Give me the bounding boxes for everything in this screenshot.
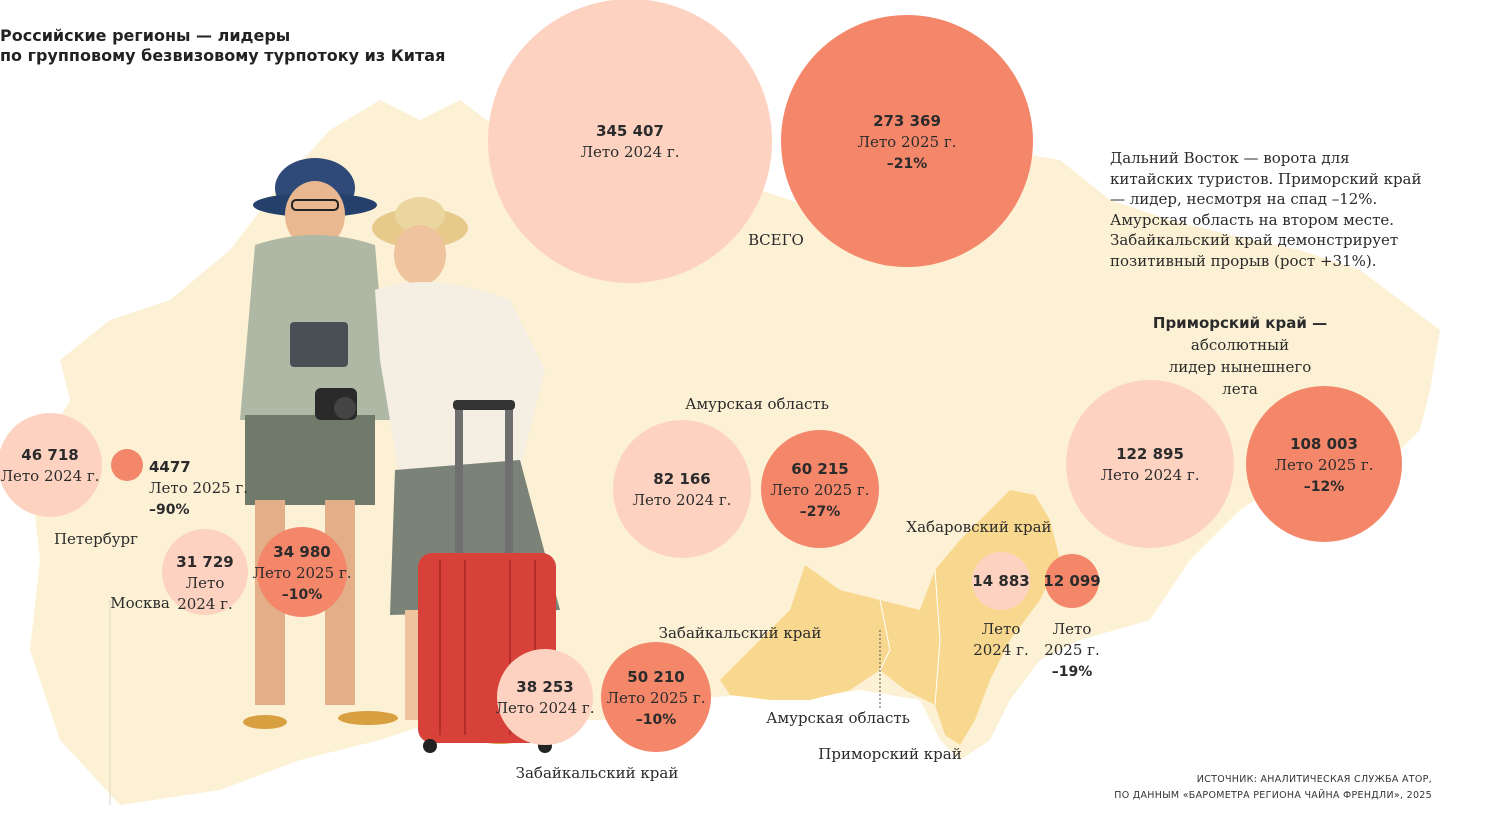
title-line-1: Российские регионы — лидеры (0, 26, 291, 45)
total-change: –21% (887, 156, 928, 172)
tourists-illustration (240, 158, 560, 753)
amur-value-2025: 60 215 (791, 460, 848, 478)
annotation-text: Дальний Восток — ворота для китайских ту… (1110, 149, 1422, 270)
source-line-1: Источник: Аналитическая служба АТОР, (1196, 774, 1432, 785)
zab-bubble-2024 (497, 649, 593, 745)
zab-value-2024: 38 253 (516, 678, 573, 696)
khab-series-label-2024-b: 2024 г. (973, 641, 1029, 659)
label-msk: Москва (110, 594, 170, 612)
source-note: Источник: Аналитическая служба АТОР, по … (1114, 772, 1432, 804)
label-amur: Амурская область (685, 395, 829, 413)
map-label-amurskaya: Амурская область (766, 709, 910, 727)
msk-series-label-2025: Лето 2025 г. (252, 564, 351, 582)
amur-change: –27% (800, 504, 841, 520)
spb-series-label-2025: Лето 2025 г. (149, 479, 248, 497)
zab-change: –10% (636, 712, 677, 728)
khab-bubble-2024 (972, 552, 1030, 610)
khab-series-label-2024-a: Лето (982, 620, 1021, 638)
label-zab: Забайкальский край (516, 764, 679, 782)
msk-value-2024: 31 729 (176, 553, 233, 571)
amur-value-2024: 82 166 (653, 470, 710, 488)
khab-series-label-2025-a: Лето (1053, 620, 1092, 638)
msk-value-2025: 34 980 (273, 543, 330, 561)
amur-series-label-2024: Лето 2024 г. (632, 491, 731, 509)
khab-series-label-2025-b: 2025 г. (1044, 641, 1100, 659)
amur-series-label-2025: Лето 2025 г. (770, 481, 869, 499)
msk-series-label-2024-a: Лето (186, 574, 225, 592)
prim-value-2024: 122 895 (1116, 445, 1184, 463)
title-line-2: по групповому безвизовому турпотоку из К… (0, 46, 446, 65)
spb-bubble-2024 (0, 413, 102, 517)
msk-change: –10% (282, 587, 323, 603)
khab-value-2025: 12 099 (1043, 572, 1100, 590)
prim-bubble-2025 (1246, 386, 1402, 542)
bubbles-layer: 345 407 Лето 2024 г. 273 369 Лето 2025 г. –2… (0, 0, 1402, 752)
spb-bubble-2025 (111, 449, 143, 481)
spb-value-2025: 4477 (149, 458, 191, 476)
spb-change: –90% (149, 502, 190, 518)
total-bubble-2024 (488, 0, 772, 283)
total-value-2024: 345 407 (596, 122, 664, 140)
zab-bubble-2025 (601, 642, 711, 752)
leader-rest: абсолютный лидер нынешнего лета (1168, 336, 1312, 398)
khab-bubble-2025 (1045, 554, 1099, 608)
label-spb: Петербург (54, 530, 138, 548)
source-line-2: по данным «Барометра региона Чайна Френд… (1114, 790, 1432, 801)
leader-bold: Приморский край — (1152, 314, 1328, 332)
msk-bubble-2024 (162, 529, 248, 615)
map-label-zabaikalsky: Забайкальский край (659, 624, 822, 642)
total-series-label-2024: Лето 2024 г. (580, 143, 679, 161)
label-total: ВСЕГО (748, 231, 804, 249)
total-value-2025: 273 369 (873, 112, 941, 130)
khab-change: –19% (1052, 664, 1093, 680)
prim-bubble-2024 (1066, 380, 1234, 548)
total-series-label-2025: Лето 2025 г. (857, 133, 956, 151)
msk-series-label-2024-b: 2024 г. (177, 595, 233, 613)
prim-series-label-2024: Лето 2024 г. (1100, 466, 1199, 484)
prim-value-2025: 108 003 (1290, 435, 1358, 453)
amur-bubble-2024 (613, 420, 751, 558)
khab-value-2024: 14 883 (972, 572, 1029, 590)
chart-title: Российские регионы — лидеры по групповом… (0, 26, 520, 66)
prim-series-label-2025: Лето 2025 г. (1274, 456, 1373, 474)
msk-bubble-2025 (257, 527, 347, 617)
zab-series-label-2024: Лето 2024 г. (495, 699, 594, 717)
prim-change: –12% (1304, 479, 1345, 495)
zab-value-2025: 50 210 (627, 668, 684, 686)
map-label-primorsky: Приморский край (818, 745, 961, 763)
total-bubble-2025 (781, 15, 1033, 267)
amur-bubble-2025 (761, 430, 879, 548)
zab-series-label-2025: Лето 2025 г. (606, 689, 705, 707)
leader-callout: Приморский край — абсолютный лидер нынеш… (1095, 312, 1385, 400)
region-borders (879, 569, 941, 706)
label-khab: Хабаровский край (906, 518, 1051, 536)
far-east-highlight (720, 490, 1060, 745)
spb-series-label-2024: Лето 2024 г. (0, 467, 99, 485)
spb-value-2024: 46 718 (21, 446, 78, 464)
